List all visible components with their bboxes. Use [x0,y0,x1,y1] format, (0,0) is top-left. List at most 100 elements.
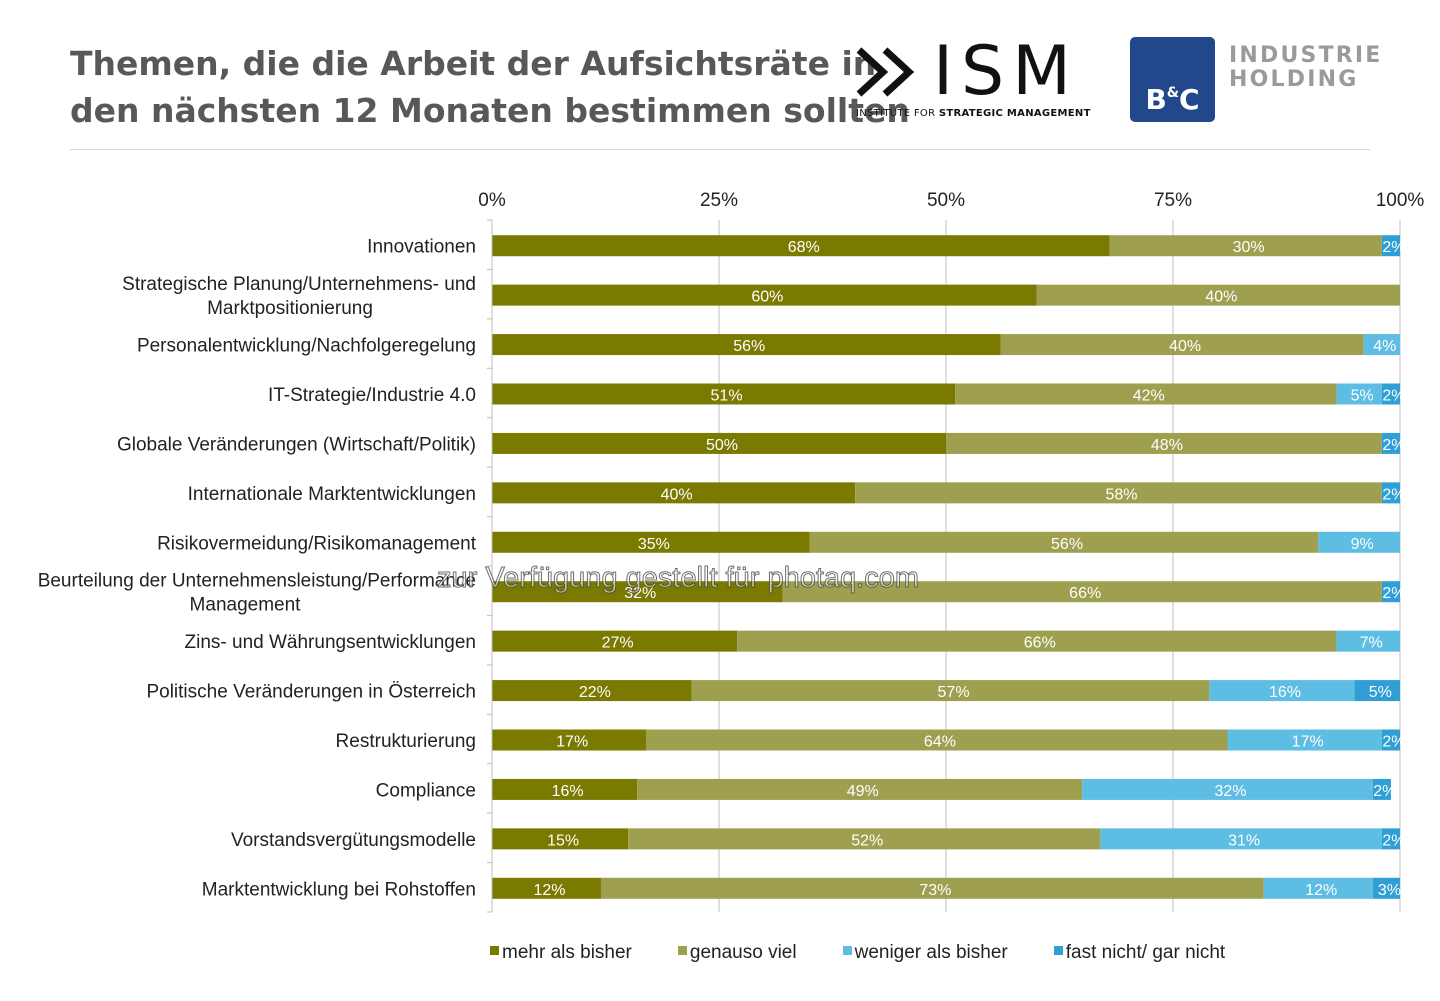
data-label: 60% [751,289,783,306]
bar-segment [1381,581,1400,603]
bar-segment [492,581,783,603]
data-label: 2% [1382,437,1405,454]
bar-segment [1100,828,1382,850]
bar-segment [492,334,1001,356]
data-label: 2% [1382,585,1405,602]
category-label: Zins- und Währungsentwicklungen [185,632,477,653]
bar-segment [1209,680,1355,702]
bar-segment [1381,828,1400,850]
legend-item: fast nicht/ gar nicht [1053,942,1226,964]
data-label: 73% [919,882,951,899]
bar-segment [492,383,956,405]
data-label: 2% [1373,783,1396,800]
ism-logo-subtitle-prefix: INSTITUTE FOR [856,108,939,119]
data-label: 35% [638,536,670,553]
bar-segment [1336,630,1400,652]
category-label: Beurteilung der Unternehmensleistung/Per… [38,571,476,592]
bar-segment [1336,383,1382,405]
category-label: Politische Veränderungen in Österreich [146,682,476,703]
bar-segment [492,432,946,454]
bar-segment [600,877,1264,899]
bar-segment [1363,334,1400,356]
legend-item: mehr als bisher [490,942,632,964]
data-label: 40% [1205,289,1237,306]
data-label: 52% [851,832,883,849]
data-label: 57% [938,684,970,701]
data-label: 30% [1233,239,1265,256]
data-label: 48% [1151,437,1183,454]
bar-segment [1354,680,1400,702]
data-label: 27% [602,635,634,652]
bar-segment [1381,432,1400,454]
x-tick-label: 50% [927,190,965,211]
category-label: Innovationen [367,237,476,258]
double-chevron-icon [856,47,915,97]
bar-segment [1318,531,1400,553]
industrie-holding-line-1: INDUSTRIE [1229,43,1383,68]
data-label: 40% [661,486,693,503]
data-label: 2% [1382,734,1405,751]
category-label: Personalentwicklung/Nachfolgeregelung [137,336,476,357]
data-label: 15% [547,832,579,849]
chart-title: Themen, die die Arbeit der Aufsichtsräte… [70,40,910,134]
bar-segment [492,729,647,751]
bar-segment [492,877,601,899]
bar-segment [1381,383,1400,405]
category-label: Strategische Planung/Unternehmens- und [122,274,476,295]
data-label: 5% [1351,388,1374,405]
bc-logo-b: B [1145,83,1167,116]
bar-segment [946,432,1382,454]
category-label: Vorstandsvergütungsmodelle [231,830,476,851]
bar-segment [492,284,1037,306]
bar-segment [1381,729,1400,751]
bar-segment [809,531,1319,553]
legend-item: weniger als bisher [842,942,1008,964]
legend-swatch [842,945,852,955]
data-label: 56% [733,338,765,355]
bar-segment [492,531,810,553]
bar-segment [1372,877,1400,899]
bar-segment [737,630,1337,652]
legend-item: genauso viel [677,942,797,964]
chart-title-line-1: Themen, die die Arbeit der Aufsichtsräte… [70,44,877,83]
data-label: 40% [1169,338,1201,355]
legend-swatch [677,945,687,955]
data-label: 51% [711,388,743,405]
bar-segment [691,680,1210,702]
category-label: Marktentwicklung bei Rohstoffen [202,879,476,900]
bar-segment [855,482,1382,504]
bar-segment [955,383,1337,405]
ism-logo-name: ISM [933,32,1079,111]
data-label: 12% [533,882,565,899]
bar-segment [1036,284,1400,306]
data-label: 12% [1305,882,1337,899]
bar-segment [1000,334,1364,356]
header-divider [70,149,1370,150]
bar-segment [1227,729,1382,751]
data-label: 3% [1378,882,1401,899]
category-label: IT-Strategie/Industrie 4.0 [268,385,476,406]
legend-label: fast nicht/ gar nicht [1065,942,1226,963]
legend-label: genauso viel [689,942,797,963]
data-label: 2% [1382,388,1405,405]
category-label: Management [190,595,302,616]
data-label: 9% [1351,536,1374,553]
data-label: 5% [1369,684,1392,701]
ism-logo-subtitle-bold: STRATEGIC MANAGEMENT [938,108,1091,119]
category-label: Internationale Marktentwicklungen [188,484,476,505]
data-label: 58% [1106,486,1138,503]
category-label: Restrukturierung [336,731,476,752]
data-label: 22% [579,684,611,701]
data-label: 68% [788,239,820,256]
data-label: 31% [1228,832,1260,849]
category-label: Risikovermeidung/Risikomanagement [157,533,477,554]
bar-segment [492,778,638,800]
bar-segment [492,482,856,504]
data-label: 50% [706,437,738,454]
x-tick-label: 100% [1376,190,1425,211]
industrie-holding-line-2: HOLDING [1229,67,1359,92]
category-label: Globale Veränderungen (Wirtschaft/Politi… [117,434,476,455]
bc-logo-letters: B&C [1130,83,1215,116]
data-label: 2% [1382,239,1405,256]
